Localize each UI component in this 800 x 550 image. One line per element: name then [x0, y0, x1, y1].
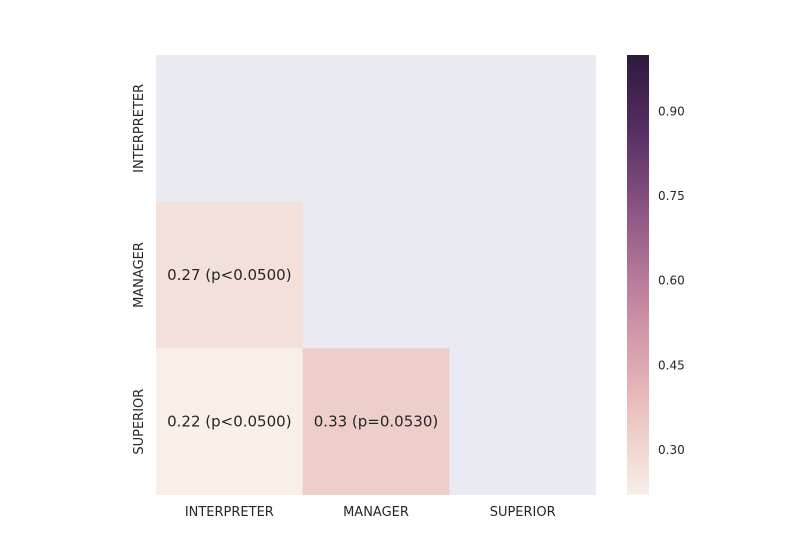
heatmap-cell-r2-c1 — [302, 348, 450, 495]
y-tick-label: SUPERIOR — [132, 389, 147, 455]
y-tick-label: MANAGER — [132, 242, 147, 308]
colorbar-tick-label: 0.60 — [658, 274, 685, 288]
x-tick-labels: INTERPRETER MANAGER SUPERIOR — [185, 505, 556, 520]
heatmap-cell-r2-c0 — [156, 348, 303, 495]
heatmap-cell-r1-c0 — [156, 201, 303, 349]
x-tick-label: SUPERIOR — [490, 505, 556, 520]
colorbar — [627, 55, 649, 495]
colorbar-tick-label: 0.30 — [658, 443, 685, 457]
y-tick-labels: INTERPRETER MANAGER SUPERIOR — [132, 84, 147, 455]
colorbar-tick-label: 0.45 — [658, 358, 685, 372]
heatmap-cells — [156, 201, 450, 495]
colorbar-tick-label: 0.90 — [658, 104, 685, 118]
colorbar-tick-label: 0.75 — [658, 189, 685, 203]
x-tick-label: INTERPRETER — [185, 505, 274, 520]
y-tick-label: INTERPRETER — [132, 84, 147, 173]
colorbar-tick-labels: 0.30 0.45 0.60 0.75 0.90 — [658, 104, 685, 456]
cell-label-r2-c1: 0.33 (p=0.0530) — [314, 413, 438, 431]
cell-label-r2-c0: 0.22 (p<0.0500) — [167, 413, 291, 431]
x-tick-label: MANAGER — [343, 505, 409, 520]
cell-label-r1-c0: 0.27 (p<0.0500) — [167, 266, 291, 284]
heatmap-cell-labels: 0.27 (p<0.0500) 0.22 (p<0.0500) 0.33 (p=0.… — [167, 266, 438, 431]
